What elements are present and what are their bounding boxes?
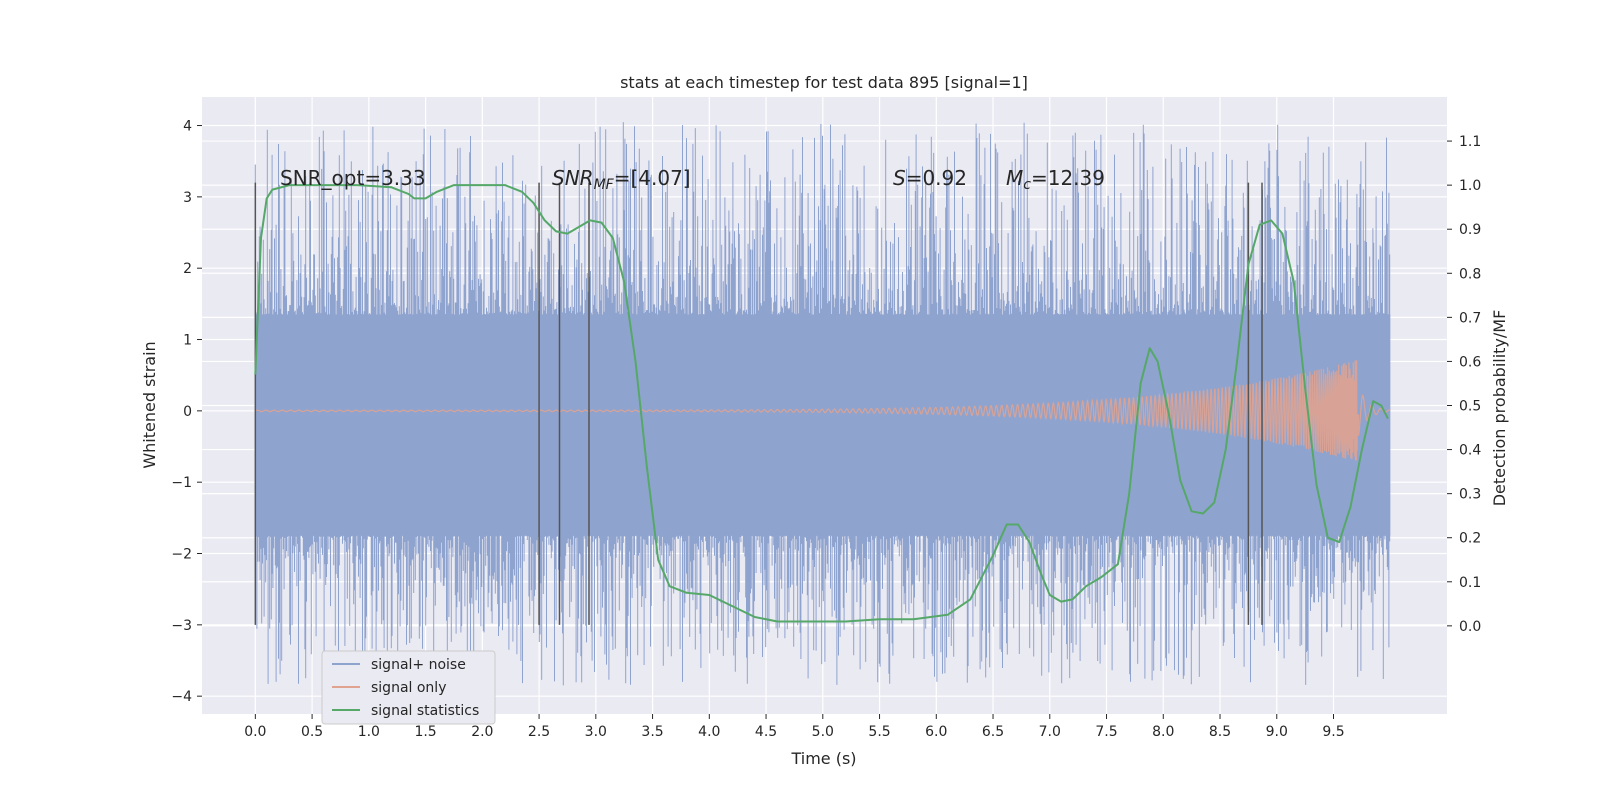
- y-tick-label: −2: [171, 547, 192, 563]
- annotation-snr-opt: SNR_opt=3.33: [280, 166, 426, 190]
- x-tick-label: 7.5: [1095, 724, 1117, 740]
- annotation-mc-symbol: M: [1006, 166, 1023, 190]
- x-tick-label: 4.0: [698, 724, 720, 740]
- y2-tick-label: 1.1: [1459, 134, 1481, 150]
- y-tick-label: 2: [183, 261, 192, 277]
- x-tick-label: 3.5: [641, 724, 663, 740]
- y2-tick-label: 0.3: [1459, 487, 1481, 503]
- series-signal-only: [255, 360, 1391, 461]
- x-tick-label: 2.0: [471, 724, 493, 740]
- annotation-snr-mf-main: SNR: [552, 166, 594, 190]
- x-tick-label: 2.5: [528, 724, 550, 740]
- annotation-mc: Mc=12.39: [1006, 166, 1105, 193]
- statistics-line: [254, 184, 1389, 623]
- legend-label-signal-statistics: signal statistics: [371, 703, 479, 719]
- y2-tick-label: 0.0: [1459, 619, 1481, 635]
- series-signal-statistics: [254, 184, 1389, 623]
- x-tick-label: 5.0: [812, 724, 834, 740]
- annotation-snr-mf-value: =[4.07]: [614, 166, 691, 190]
- annotation-mc-sub: c: [1023, 177, 1031, 193]
- y2-axis-label: Detection probability/MF: [1490, 310, 1509, 507]
- y2-tick-label: 0.7: [1459, 310, 1481, 326]
- x-tick-label: 5.5: [868, 724, 890, 740]
- annotation-mc-value: =12.39: [1031, 166, 1105, 190]
- y-axis-label: Whitened strain: [140, 341, 159, 468]
- signal-trace: [255, 360, 1391, 461]
- annotation-s-value: =0.92: [906, 166, 967, 190]
- x-tick-label: 8.0: [1152, 724, 1174, 740]
- legend-label-signal-noise: signal+ noise: [371, 657, 466, 673]
- x-tick-label: 0.5: [301, 724, 323, 740]
- x-tick-label: 3.0: [585, 724, 607, 740]
- x-tick-label: 0.0: [244, 724, 266, 740]
- x-tick-label: 9.5: [1322, 724, 1344, 740]
- y-tick-label: −3: [171, 618, 192, 634]
- y-axis-ticks: 4 3 2 1 0 −1 −2 −3 −4: [171, 119, 202, 705]
- x-tick-label: 1.5: [414, 724, 436, 740]
- legend: signal+ noise signal only signal statist…: [321, 650, 496, 725]
- legend-box: [321, 650, 496, 725]
- x-tick-label: 8.5: [1209, 724, 1231, 740]
- annotation-snr-mf: SNRMF=[4.07]: [552, 166, 691, 193]
- x-tick-label: 9.0: [1266, 724, 1288, 740]
- y-tick-label: −4: [171, 689, 192, 705]
- y2-tick-label: 0.8: [1459, 266, 1481, 282]
- annotation-s-symbol: S: [893, 166, 906, 190]
- x-tick-label: 1.0: [358, 724, 380, 740]
- x-tick-label: 4.5: [755, 724, 777, 740]
- vertical-markers: [254, 182, 1263, 625]
- y-tick-label: 1: [183, 333, 192, 349]
- y-tick-label: 0: [183, 404, 192, 420]
- y2-tick-label: 0.5: [1459, 399, 1481, 415]
- x-tick-label: 7.0: [1039, 724, 1061, 740]
- chart-title: stats at each timestep for test data 895…: [620, 73, 1028, 92]
- y-tick-label: 3: [183, 190, 192, 206]
- y-tick-label: −1: [171, 475, 192, 491]
- legend-label-signal-only: signal only: [371, 680, 446, 696]
- x-axis-ticks: 0.0 0.5 1.0 1.5 2.0 2.5 3.0 3.5 4.0 4.5 5.0 5.5 6.0 6…: [244, 714, 1345, 740]
- x-tick-label: 6.0: [925, 724, 947, 740]
- y2-tick-label: 0.6: [1459, 354, 1481, 370]
- x-axis-label: Time (s): [790, 749, 856, 768]
- y2-tick-label: 0.9: [1459, 222, 1481, 238]
- y-tick-label: 4: [183, 119, 192, 135]
- y2-tick-label: 0.4: [1459, 443, 1481, 459]
- annotation-s: S=0.92: [893, 166, 967, 190]
- y2-axis-ticks: 1.1 1.0 0.9 0.8 0.7 0.6 0.5 0.4 0.3 0.2 0.1 0.0: [1447, 134, 1481, 635]
- y2-tick-label: 0.1: [1459, 575, 1481, 591]
- annotation-snr-mf-sub: MF: [594, 177, 615, 193]
- x-tick-label: 6.5: [982, 724, 1004, 740]
- y2-tick-label: 1.0: [1459, 178, 1481, 194]
- y2-tick-label: 0.2: [1459, 531, 1481, 547]
